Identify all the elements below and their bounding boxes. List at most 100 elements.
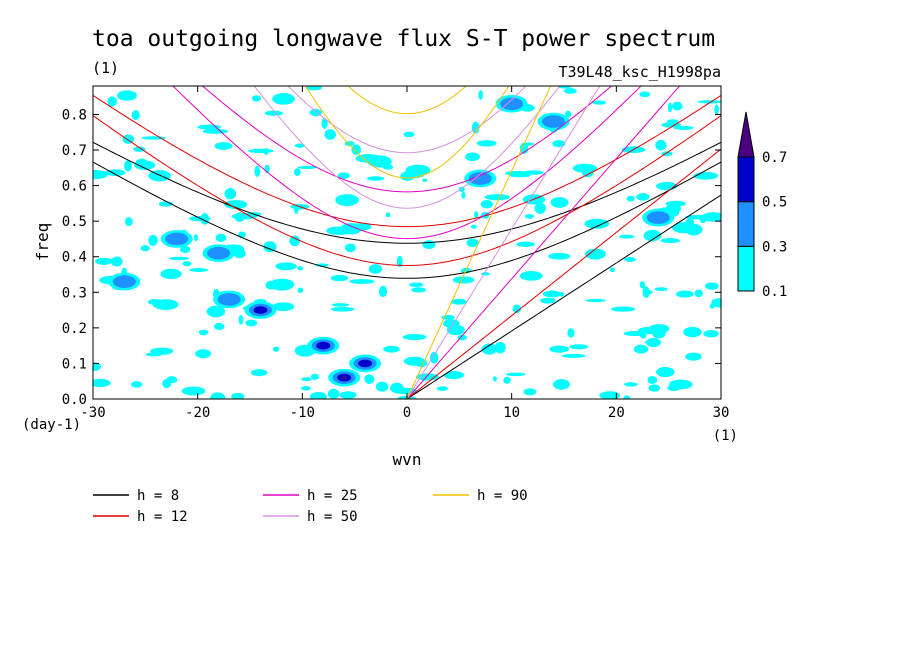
power-patch bbox=[470, 224, 477, 229]
power-patch bbox=[324, 129, 336, 140]
power-patch bbox=[105, 169, 126, 176]
power-patch bbox=[181, 386, 206, 396]
power-patch bbox=[465, 152, 480, 162]
chart-subtitle-left: (1) bbox=[92, 59, 119, 77]
power-patch bbox=[705, 282, 719, 290]
power-patch bbox=[294, 143, 305, 148]
colorbar-label: 0.3 bbox=[762, 239, 787, 255]
power-patch bbox=[202, 128, 229, 134]
power-patch bbox=[310, 373, 320, 380]
power-patch bbox=[581, 168, 594, 178]
kelvin-curve bbox=[93, 148, 721, 399]
power-patch bbox=[272, 93, 295, 105]
power-patch bbox=[550, 197, 569, 208]
y-tick-label: 0.5 bbox=[62, 214, 87, 230]
power-patch bbox=[275, 262, 297, 271]
power-patch bbox=[478, 90, 483, 100]
chart-subtitle-right: T39L48_ksc_H1998pa bbox=[558, 63, 721, 81]
power-patch bbox=[618, 234, 635, 239]
power-patch bbox=[660, 238, 680, 244]
power-patch bbox=[160, 268, 182, 280]
power-patch bbox=[516, 241, 536, 247]
power-patch bbox=[117, 90, 137, 101]
power-patch bbox=[703, 329, 719, 338]
power-patch bbox=[402, 334, 427, 341]
power-patch bbox=[699, 215, 707, 224]
power-patch bbox=[646, 337, 661, 348]
power-patch bbox=[148, 234, 158, 246]
y-tick-label: 0.7 bbox=[62, 143, 87, 159]
power-patch bbox=[111, 256, 123, 267]
ig-curve bbox=[253, 86, 561, 209]
power-peak bbox=[341, 376, 347, 380]
power-patch bbox=[368, 264, 383, 274]
power-patch bbox=[701, 212, 721, 222]
power-patch bbox=[131, 381, 143, 388]
power-patch bbox=[301, 386, 311, 391]
power-patch bbox=[403, 356, 426, 366]
legend: h = 8 h = 12 h = 25 h = 50 h = 90 bbox=[93, 488, 528, 525]
power-patch bbox=[339, 391, 357, 399]
power-patch bbox=[476, 140, 497, 147]
power-patch bbox=[169, 256, 190, 261]
power-patch bbox=[327, 388, 340, 399]
power-patch bbox=[569, 344, 589, 350]
power-patch bbox=[714, 104, 719, 115]
power-patch bbox=[558, 86, 572, 89]
power-patch bbox=[355, 153, 382, 163]
power-patch bbox=[140, 245, 150, 252]
power-patch bbox=[231, 392, 245, 399]
y-tick-label: 0.2 bbox=[62, 321, 87, 337]
y-unit-label: (day-1) bbox=[22, 417, 81, 433]
power-patch bbox=[405, 164, 431, 176]
power-patch bbox=[654, 287, 668, 291]
power-patch bbox=[383, 345, 400, 353]
power-patch bbox=[263, 241, 277, 253]
power-patch bbox=[189, 268, 209, 272]
power-peak bbox=[253, 306, 268, 314]
power-patch bbox=[133, 146, 146, 152]
power-patch bbox=[254, 165, 261, 178]
power-patch bbox=[694, 289, 703, 298]
power-patch bbox=[503, 376, 511, 384]
power-patch bbox=[466, 238, 479, 248]
x-tick-label: 30 bbox=[713, 405, 730, 421]
power-peak bbox=[217, 293, 241, 306]
dispersion-curves bbox=[93, 86, 721, 399]
power-patch bbox=[565, 110, 572, 118]
legend-label: h = 50 bbox=[307, 509, 358, 525]
x-unit-label: (1) bbox=[713, 428, 738, 444]
power-patch bbox=[264, 110, 284, 116]
power-patch bbox=[458, 186, 465, 193]
power-patch bbox=[93, 170, 108, 180]
ig-curve bbox=[201, 86, 613, 193]
kelvin-curve bbox=[93, 86, 681, 399]
colorbar-segment bbox=[737, 156, 755, 203]
power-patch bbox=[238, 314, 244, 325]
power-patch bbox=[624, 257, 636, 263]
power-patch bbox=[315, 263, 329, 267]
y-axis-title: freq bbox=[33, 223, 52, 262]
power-patch bbox=[135, 158, 149, 170]
power-patch bbox=[247, 148, 274, 154]
power-patch bbox=[321, 117, 328, 129]
x-axis-title: wvn bbox=[393, 450, 422, 469]
x-tick-label: -20 bbox=[185, 405, 210, 421]
power-peak bbox=[165, 232, 189, 246]
legend-label: h = 90 bbox=[477, 488, 528, 504]
power-peak bbox=[112, 275, 136, 288]
power-patch bbox=[210, 392, 226, 399]
power-patch bbox=[675, 290, 694, 298]
x-tick-label: 0 bbox=[403, 405, 411, 421]
power-patch bbox=[643, 229, 662, 242]
legend-label: h = 12 bbox=[137, 509, 188, 525]
y-tick-label: 0.0 bbox=[62, 392, 87, 408]
power-patch bbox=[655, 139, 667, 151]
power-patch bbox=[251, 95, 262, 102]
x-tick-label: -10 bbox=[290, 405, 315, 421]
power-patch bbox=[93, 378, 111, 388]
power-patch bbox=[585, 248, 606, 260]
power-patch bbox=[592, 100, 607, 105]
power-patch bbox=[422, 178, 428, 182]
colorbar-label: 0.5 bbox=[762, 195, 787, 211]
